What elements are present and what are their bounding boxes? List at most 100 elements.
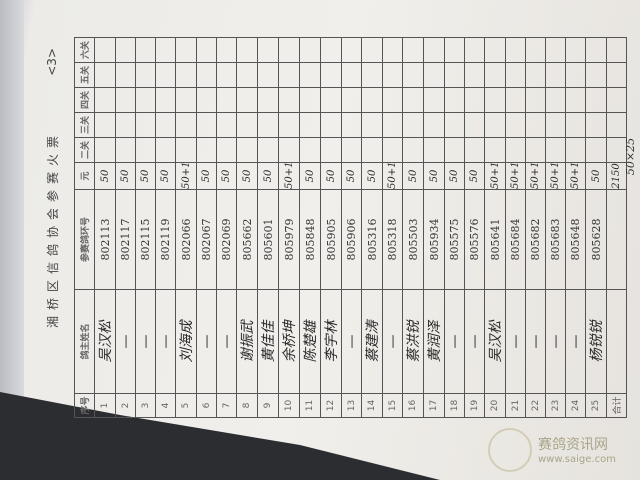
empty-cell — [361, 62, 383, 88]
row-number: 24 — [565, 393, 586, 418]
empty-cell — [382, 87, 403, 113]
empty-cell — [565, 87, 586, 113]
column-header: 元 — [74, 162, 95, 190]
owner-name: — — [196, 289, 217, 394]
entry-amount: 50 — [341, 162, 362, 190]
entry-amount: 50 — [155, 162, 176, 190]
ring-number: 805576 — [464, 189, 485, 290]
entry-amount: 50 — [444, 162, 465, 190]
empty-cell — [361, 112, 383, 138]
row-number: 6 — [196, 393, 217, 418]
empty-cell — [464, 137, 485, 163]
table-row: 9 黄佳佳 805601 50 — [257, 37, 279, 418]
table-row: 7—802069 50 — [216, 37, 237, 418]
empty-cell — [278, 137, 300, 163]
row-number: 12 — [320, 393, 342, 418]
empty-cell — [257, 112, 279, 138]
column-header: 参赛鸽环号 — [74, 189, 95, 290]
ring-number: 805905 — [320, 189, 342, 290]
entry-amount: 50 — [402, 162, 424, 190]
owner-name: 吴汉松 — [484, 289, 506, 394]
empty-cell — [505, 112, 526, 138]
empty-cell — [545, 112, 566, 138]
empty-cell — [423, 137, 445, 163]
ring-number: 805934 — [423, 189, 445, 290]
empty-cell — [216, 37, 237, 63]
row-number: 18 — [444, 393, 465, 418]
empty-cell — [341, 137, 362, 163]
empty-cell — [115, 37, 136, 63]
empty-cell — [155, 112, 176, 138]
total-label: 合计 — [606, 393, 627, 418]
empty-cell — [196, 112, 217, 138]
owner-name: — — [155, 289, 176, 394]
row-number: 9 — [257, 393, 279, 418]
empty-cell — [585, 112, 607, 138]
table-row: 10 余桥坤 805979 50+100 — [278, 37, 300, 418]
form-title: 湘桥区信鸽协会参赛火票 — [45, 129, 60, 328]
empty-cell — [565, 62, 586, 88]
empty-cell — [278, 112, 300, 138]
empty-cell — [278, 62, 300, 88]
empty-cell — [606, 189, 627, 290]
row-number: 3 — [135, 393, 156, 418]
empty-cell — [525, 137, 546, 163]
ring-number: 805316 — [361, 189, 383, 290]
ring-number: 802115 — [135, 189, 156, 290]
entry-amount: 50+100 — [175, 162, 197, 190]
column-header: 四关 — [74, 87, 95, 113]
empty-cell — [525, 62, 546, 88]
empty-cell — [299, 112, 321, 138]
row-number: 7 — [216, 393, 237, 418]
ring-number: 805684 — [505, 189, 526, 290]
empty-cell — [155, 62, 176, 88]
table-row: 5 刘海成 802066 50+100 — [175, 37, 197, 418]
row-number: 13 — [341, 393, 362, 418]
empty-cell — [423, 112, 445, 138]
empty-cell — [299, 62, 321, 88]
empty-cell — [94, 87, 116, 113]
empty-cell — [278, 87, 300, 113]
empty-cell — [484, 62, 506, 88]
empty-cell — [135, 112, 156, 138]
entry-amount: 50+100 — [382, 162, 403, 190]
ring-number: 805979 — [278, 189, 300, 290]
row-number: 11 — [299, 393, 321, 418]
empty-cell — [299, 37, 321, 63]
column-header: 序号 — [74, 393, 95, 418]
table-row: 14 蔡建涛 805316 50 — [361, 37, 383, 418]
table-row: 3—802115 50 — [135, 37, 156, 418]
column-header: 二关 — [74, 137, 95, 163]
ring-number: 805683 — [545, 189, 566, 290]
empty-cell — [423, 37, 445, 63]
empty-cell — [585, 62, 607, 88]
owner-name: 陈楚雄 — [299, 289, 321, 394]
empty-cell — [236, 112, 258, 138]
entry-amount: 50+100 — [484, 162, 506, 190]
row-number: 25 — [585, 393, 607, 418]
empty-cell — [606, 112, 627, 138]
empty-cell — [525, 112, 546, 138]
owner-name: — — [565, 289, 586, 394]
ring-number: 805906 — [341, 189, 362, 290]
owner-name: — — [216, 289, 237, 394]
empty-cell — [341, 112, 362, 138]
table-row: 4—802119 50 — [155, 37, 176, 418]
empty-cell — [135, 37, 156, 63]
empty-cell — [175, 137, 197, 163]
row-number: 2 — [115, 393, 136, 418]
empty-cell — [361, 37, 383, 63]
entry-form: 湘桥区信鸽协会参赛火票 <3> 序号 鸽主姓名 参赛鸽环号元二关 三关 四关 五关 六关 1… — [30, 37, 627, 418]
empty-cell — [444, 62, 465, 88]
ring-number: 802069 — [216, 189, 237, 290]
empty-cell — [175, 62, 197, 88]
empty-cell — [175, 37, 197, 63]
empty-cell — [464, 87, 485, 113]
empty-cell — [382, 37, 403, 63]
owner-name: 刘海成 — [175, 289, 197, 394]
empty-cell — [444, 112, 465, 138]
empty-cell — [565, 112, 586, 138]
empty-cell — [196, 137, 217, 163]
row-number: 8 — [236, 393, 258, 418]
empty-cell — [196, 87, 217, 113]
